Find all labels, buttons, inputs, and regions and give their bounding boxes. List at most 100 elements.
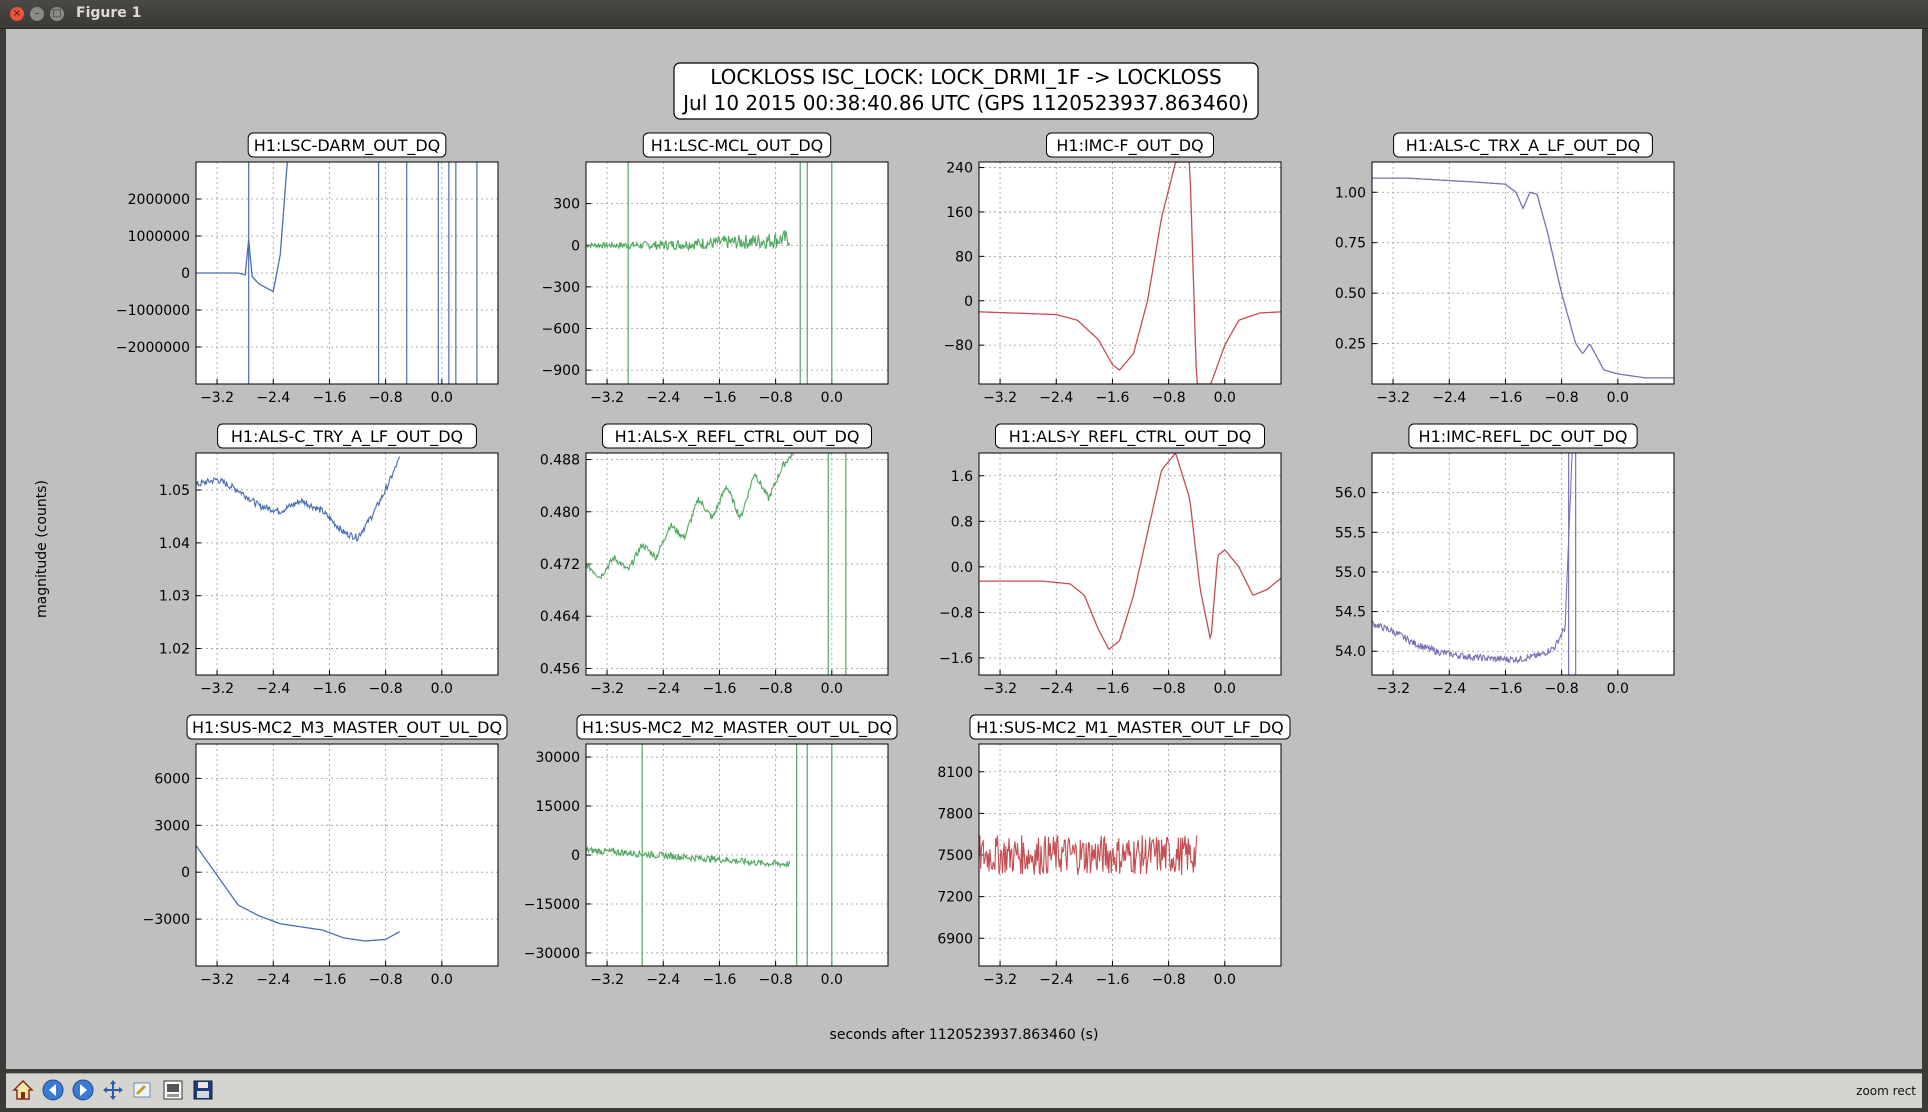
status-message: zoom rect (1856, 1084, 1916, 1098)
figure-canvas[interactable]: LOCKLOSS ISC_LOCK: LOCK_DRMI_1F -> LOCKL… (6, 29, 1922, 1069)
x-tick-label: −0.8 (1545, 390, 1579, 406)
axes-frame (195, 161, 499, 385)
x-tick-label: −3.2 (983, 681, 1017, 697)
suptitle: LOCKLOSS ISC_LOCK: LOCK_DRMI_1F -> LOCKL… (673, 62, 1259, 120)
subplot-title: H1:IMC-F_OUT_DQ (1056, 136, 1203, 156)
back-arrow-icon[interactable] (40, 1077, 66, 1103)
x-tick-label: −2.4 (1039, 681, 1073, 697)
x-tick-label: 0.0 (431, 681, 453, 697)
close-icon[interactable]: × (10, 7, 24, 21)
x-tick-label: −3.2 (983, 390, 1017, 406)
subplot-7[interactable]: −3.2 −2.4 −1.6 −0.8 0.0 −1.6 −0.8 0.0 0.8 1.6 H1:A… (939, 423, 1282, 697)
subplot-11[interactable]: −3.2 −2.4 −1.6 −0.8 0.0 6900 7200 7500 7800 8100 H… (937, 714, 1291, 988)
y-tick-label: −80 (943, 338, 973, 354)
y-axis-label: magnitude (counts) (34, 480, 50, 618)
x-tick-label: −3.2 (200, 390, 234, 406)
subplots-icon[interactable] (160, 1077, 186, 1103)
x-tick-label: −0.8 (1152, 681, 1186, 697)
x-tick-label: −1.6 (1488, 390, 1522, 406)
y-tick-label: 80 (955, 249, 973, 265)
y-tick-label: 3000 (154, 818, 190, 834)
window-title: Figure 1 (76, 5, 142, 21)
axes-frame (195, 743, 499, 967)
subplot-4[interactable]: −3.2 −2.4 −1.6 −0.8 0.0 0.25 0.50 0.75 1.00 H1:AL… (1335, 132, 1675, 406)
x-tick-label: −0.8 (759, 390, 793, 406)
y-tick-label: −1000000 (116, 303, 190, 319)
y-tick-label: 6000 (154, 771, 190, 787)
y-tick-label: 1.6 (951, 469, 973, 485)
series-line (586, 845, 791, 869)
y-tick-label: 0.488 (540, 453, 580, 469)
y-tick-label: 0 (571, 848, 580, 864)
x-tick-label: 0.0 (1214, 390, 1236, 406)
minimize-icon[interactable]: – (30, 7, 44, 21)
axes-frame (585, 452, 889, 676)
plot-area (586, 162, 888, 384)
x-tick-label: −2.4 (256, 972, 290, 988)
x-tick-label: 0.0 (431, 972, 453, 988)
axes-frame (978, 452, 1282, 676)
x-tick-label: 0.0 (1214, 972, 1236, 988)
x-tick-label: −1.6 (1488, 681, 1522, 697)
y-tick-label: 0 (181, 266, 190, 282)
x-tick-label: −3.2 (1376, 681, 1410, 697)
save-icon[interactable] (190, 1077, 216, 1103)
y-tick-label: 0 (964, 294, 973, 310)
pan-icon[interactable] (100, 1077, 126, 1103)
subplot-8[interactable]: −3.2 −2.4 −1.6 −0.8 0.0 54.0 54.5 55.0 55.5 56.0 H… (1335, 423, 1675, 697)
x-tick-label: −2.4 (646, 390, 680, 406)
y-tick-label: 2000000 (128, 192, 190, 208)
x-tick-label: −0.8 (369, 681, 403, 697)
subplot-title-box (1408, 423, 1638, 449)
x-tick-label: −2.4 (646, 972, 680, 988)
y-tick-label: 1.02 (159, 642, 190, 658)
maximize-icon[interactable]: □ (50, 7, 64, 21)
x-tick-label: −2.4 (1039, 972, 1073, 988)
subplot-9[interactable]: −3.2 −2.4 −1.6 −0.8 0.0 −3000 0 3000 6000 H1:SUS-… (143, 714, 508, 988)
y-tick-label: 0 (571, 238, 580, 254)
subplot-title-box (247, 132, 447, 158)
y-tick-label: 55.0 (1335, 565, 1366, 581)
axes-frame (1371, 452, 1675, 676)
forward-arrow-icon[interactable] (70, 1077, 96, 1103)
subplot-title-box (995, 423, 1265, 449)
window-titlebar: × – □ Figure 1 (0, 0, 1928, 29)
x-tick-label: −0.8 (759, 681, 793, 697)
y-tick-label: 30000 (535, 750, 580, 766)
x-axis-label: seconds after 1120523937.863460 (s) (830, 1027, 1099, 1043)
subplot-title-box (642, 132, 832, 158)
subplot-2[interactable]: −3.2 −2.4 −1.6 −0.8 0.0 −900 −600 −300 0 300 H1:LS… (542, 132, 889, 406)
subplot-title: H1:LSC-DARM_OUT_DQ (254, 136, 441, 156)
y-tick-label: −3000 (143, 912, 190, 928)
axes-frame (978, 743, 1282, 967)
y-tick-label: 1.00 (1335, 185, 1366, 201)
suptitle-line1: LOCKLOSS ISC_LOCK: LOCK_DRMI_1F -> LOCKL… (710, 65, 1222, 89)
x-tick-label: −1.6 (1095, 681, 1129, 697)
x-tick-label: −1.6 (702, 972, 736, 988)
subplot-10[interactable]: −3.2 −2.4 −1.6 −0.8 0.0 −30000 −15000 0 15000 300… (524, 714, 898, 988)
axes-frame (585, 161, 889, 385)
x-tick-label: −3.2 (1376, 390, 1410, 406)
y-tick-label: 0.0 (951, 560, 973, 576)
x-tick-label: −1.6 (702, 681, 736, 697)
x-tick-label: −2.4 (646, 681, 680, 697)
subplot-title-box (217, 423, 477, 449)
series-line (586, 229, 791, 252)
subplot-3[interactable]: −3.2 −2.4 −1.6 −0.8 0.0 −80 0 80 160 240 H1:IMC-F_… (943, 132, 1282, 406)
y-tick-label: 240 (946, 161, 973, 177)
x-tick-label: −3.2 (983, 972, 1017, 988)
subplot-6[interactable]: −3.2 −2.4 −1.6 −0.8 0.0 0.456 0.464 0.472 0.480 0… (540, 423, 889, 697)
x-tick-label: 0.0 (821, 390, 843, 406)
y-tick-label: 160 (946, 205, 973, 221)
y-tick-label: −600 (542, 322, 580, 338)
y-tick-label: −2000000 (116, 340, 190, 356)
zoom-icon[interactable] (130, 1077, 156, 1103)
x-tick-label: 0.0 (431, 390, 453, 406)
subplot-5[interactable]: −3.2 −2.4 −1.6 −0.8 0.0 1.02 1.03 1.04 1.05 H1:AL… (159, 423, 499, 697)
home-icon[interactable] (10, 1077, 36, 1103)
figure-svg: LOCKLOSS ISC_LOCK: LOCK_DRMI_1F -> LOCKL… (34, 62, 1675, 1043)
axes-frame (978, 161, 1282, 385)
y-tick-label: 0.464 (540, 609, 580, 625)
subplot-1[interactable]: −3.2 −2.4 −1.6 −0.8 0.0 −2000000 −1000000 0 1000… (116, 132, 499, 406)
y-tick-label: 0.25 (1335, 337, 1366, 353)
